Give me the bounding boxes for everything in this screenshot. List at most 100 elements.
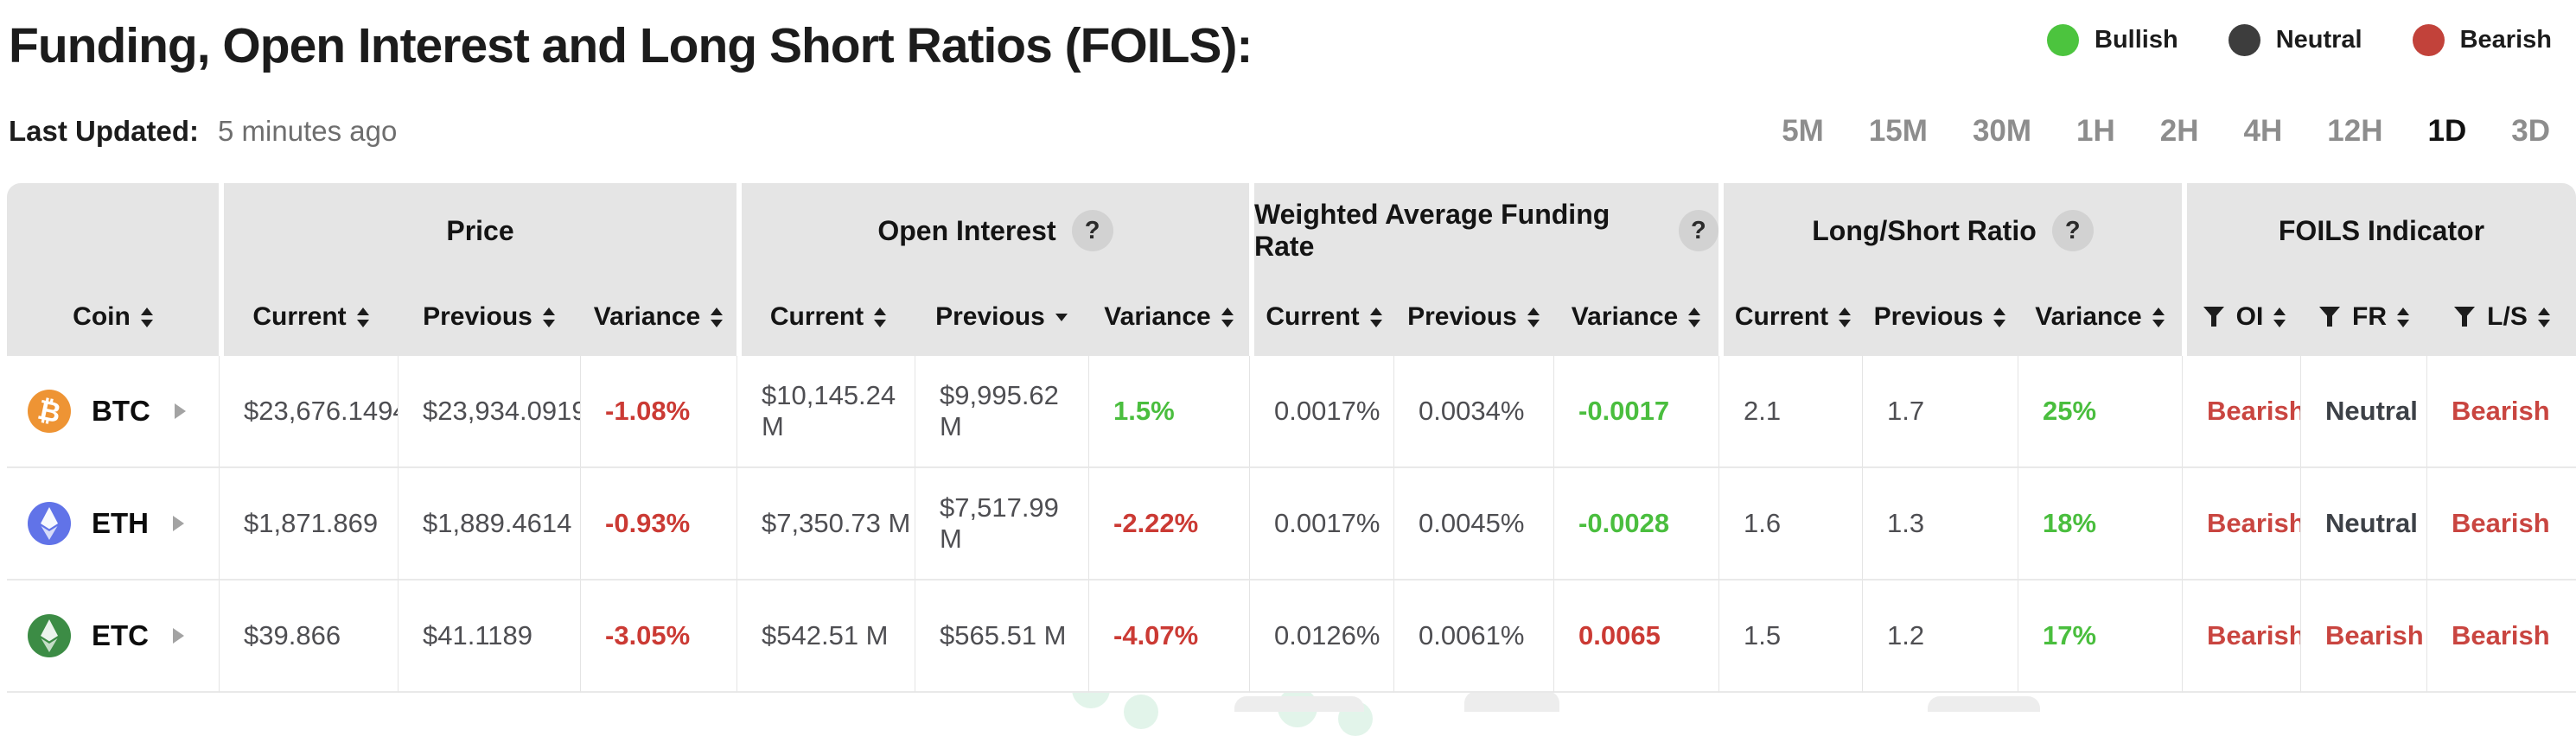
price-group-label: Price	[446, 215, 513, 247]
etc-oi-current: $542.51 M	[736, 581, 915, 693]
sort-icon	[1688, 308, 1700, 327]
coin-group-header	[7, 183, 219, 278]
etc-indicator-ls: Bearish	[2426, 581, 2576, 693]
help-icon[interactable]: ?	[1072, 210, 1113, 251]
price-variance-header[interactable]: Variance	[580, 278, 736, 356]
funding-rate-group-header: Weighted Average Funding Rate ?	[1249, 183, 1718, 278]
price-group-header: Price	[219, 183, 736, 278]
etc-ls-current: 1.5	[1718, 581, 1862, 693]
filter-funnel-icon[interactable]	[2452, 306, 2477, 328]
price-current-header[interactable]: Current	[219, 278, 398, 356]
etc-ls-variance: 17%	[2018, 581, 2182, 693]
sort-icon	[141, 308, 153, 327]
indicator-ls-header[interactable]: L/S	[2426, 278, 2576, 356]
table-row-btc-coin[interactable]: ₿ BTC	[7, 356, 219, 468]
eth-indicator-ls: Bearish	[2426, 468, 2576, 581]
eth-fr-current: 0.0017%	[1249, 468, 1393, 581]
interval-1h[interactable]: 1H	[2076, 114, 2115, 149]
help-icon[interactable]: ?	[1679, 210, 1718, 251]
eth-ls-previous: 1.3	[1862, 468, 2018, 581]
price-previous-header[interactable]: Previous	[398, 278, 580, 356]
eth-ls-variance: 18%	[2018, 468, 2182, 581]
ls-variance-header[interactable]: Variance	[2018, 278, 2182, 356]
interval-2h[interactable]: 2H	[2160, 114, 2199, 149]
sub-bar: Last Updated: 5 minutes ago 5M 15M 30M 1…	[0, 86, 2576, 161]
oi-previous-header-sorted-desc[interactable]: Previous	[915, 278, 1088, 356]
interval-15m[interactable]: 15M	[1869, 114, 1928, 149]
interval-30m[interactable]: 30M	[1973, 114, 2031, 149]
legend-item-bearish: Bearish	[2413, 24, 2552, 56]
last-updated: Last Updated: 5 minutes ago	[9, 115, 397, 148]
open-interest-group-label: Open Interest	[877, 215, 1055, 247]
legend-item-bullish: Bullish	[2047, 24, 2178, 56]
filter-funnel-icon[interactable]	[2202, 306, 2226, 328]
table-row-eth-coin[interactable]: ETH	[7, 468, 219, 581]
etc-oi-previous: $565.51 M	[915, 581, 1088, 693]
neutral-dot-icon	[2228, 24, 2260, 56]
interval-1d-active[interactable]: 1D	[2428, 114, 2467, 149]
sort-icon	[357, 308, 369, 327]
chevron-right-icon	[173, 628, 184, 644]
coin-ticker: BTC	[92, 395, 150, 428]
filter-funnel-icon[interactable]	[2318, 306, 2342, 328]
etc-fr-previous: 0.0061%	[1393, 581, 1553, 693]
sort-icon	[2538, 308, 2550, 327]
sort-icon	[874, 308, 886, 327]
sort-icon	[543, 308, 555, 327]
indicator-fr-header[interactable]: FR	[2300, 278, 2426, 356]
coin-column-label: Coin	[73, 302, 131, 332]
foils-indicator-group-header: FOILS Indicator	[2182, 183, 2576, 278]
oi-current-header[interactable]: Current	[736, 278, 915, 356]
eth-indicator-oi: Bearish	[2182, 468, 2300, 581]
chevron-right-icon	[175, 403, 186, 419]
legend-label: Neutral	[2276, 26, 2362, 54]
interval-4h[interactable]: 4H	[2244, 114, 2283, 149]
top-bar: Funding, Open Interest and Long Short Ra…	[0, 0, 2576, 86]
sort-icon	[711, 308, 723, 327]
legend-label: Bearish	[2460, 26, 2552, 54]
etc-ls-previous: 1.2	[1862, 581, 2018, 693]
sort-icon	[1370, 308, 1382, 327]
interval-12h[interactable]: 12H	[2327, 114, 2382, 149]
btc-oi-current: $10,145.24 M	[736, 356, 915, 468]
sort-icon	[2152, 308, 2165, 327]
btc-fr-previous: 0.0034%	[1393, 356, 1553, 468]
btc-fr-current: 0.0017%	[1249, 356, 1393, 468]
etc-price-previous: $41.1189	[398, 581, 580, 693]
etc-indicator-fr: Bearish	[2300, 581, 2426, 693]
coin-column-header[interactable]: Coin	[7, 278, 219, 356]
eth-price-variance: -0.93%	[580, 468, 736, 581]
fr-previous-header[interactable]: Previous	[1393, 278, 1553, 356]
eth-oi-current: $7,350.73 M	[736, 468, 915, 581]
etc-indicator-oi: Bearish	[2182, 581, 2300, 693]
last-updated-value: 5 minutes ago	[218, 115, 397, 148]
fr-variance-header[interactable]: Variance	[1553, 278, 1718, 356]
legend-label: Bullish	[2095, 26, 2178, 54]
foils-table: Price Open Interest ? Weighted Average F…	[7, 183, 2576, 693]
sort-icon	[2397, 308, 2409, 327]
eth-indicator-fr: Neutral	[2300, 468, 2426, 581]
last-updated-label: Last Updated:	[9, 115, 199, 148]
ls-current-header[interactable]: Current	[1718, 278, 1862, 356]
etc-fr-variance: 0.0065	[1553, 581, 1718, 693]
indicator-oi-header[interactable]: OI	[2182, 278, 2300, 356]
btc-indicator-oi: Bearish	[2182, 356, 2300, 468]
btc-indicator-ls: Bearish	[2426, 356, 2576, 468]
sort-desc-icon	[1055, 314, 1068, 321]
ls-previous-header[interactable]: Previous	[1862, 278, 2018, 356]
table-row-etc-coin[interactable]: ETC	[7, 581, 219, 693]
interval-5m[interactable]: 5M	[1782, 114, 1824, 149]
btc-oi-previous: $9,995.62 M	[915, 356, 1088, 468]
coin-ticker: ETC	[92, 619, 149, 652]
help-icon[interactable]: ?	[2052, 210, 2094, 251]
btc-indicator-fr: Neutral	[2300, 356, 2426, 468]
etc-coin-icon	[28, 614, 71, 657]
sort-icon	[2273, 308, 2286, 327]
btc-ls-variance: 25%	[2018, 356, 2182, 468]
fr-current-header[interactable]: Current	[1249, 278, 1393, 356]
funding-rate-group-label: Weighted Average Funding Rate	[1254, 199, 1663, 263]
page-title: Funding, Open Interest and Long Short Ra…	[9, 14, 1252, 74]
etc-price-current: $39.866	[219, 581, 398, 693]
oi-variance-header[interactable]: Variance	[1088, 278, 1249, 356]
interval-3d[interactable]: 3D	[2511, 114, 2550, 149]
